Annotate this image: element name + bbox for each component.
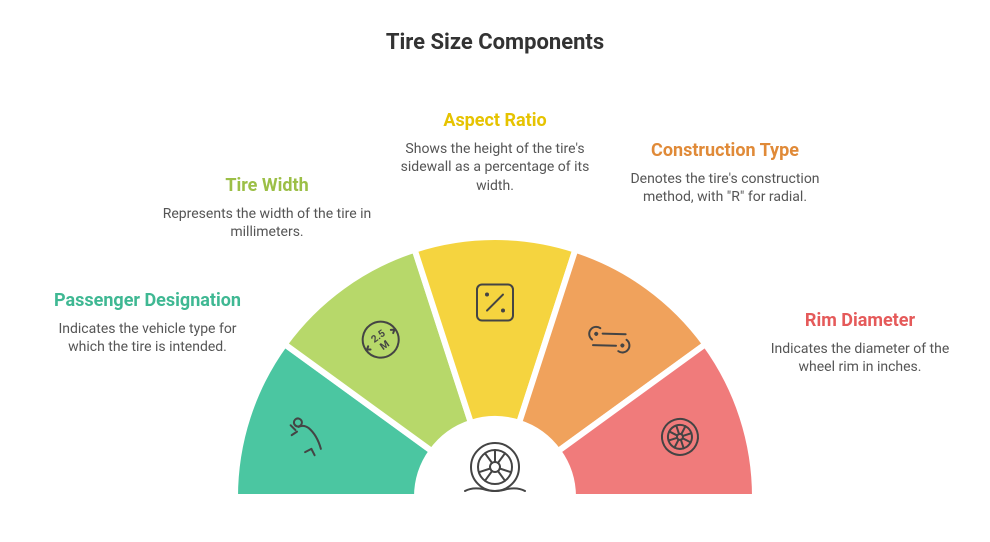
- fan-chart: 2.5 M: [235, 237, 755, 497]
- label-title: Aspect Ratio: [395, 110, 595, 132]
- label-rim-diameter: Rim Diameter Indicates the diameter of th…: [760, 310, 960, 377]
- label-desc: Indicates the vehicle type for which the…: [40, 320, 255, 358]
- label-desc: Represents the width of the tire in mill…: [162, 205, 372, 243]
- label-title: Tire Width: [162, 175, 372, 197]
- label-tire-width: Tire Width Represents the width of the ti…: [162, 175, 372, 242]
- label-aspect-ratio: Aspect Ratio Shows the height of the tire…: [395, 110, 595, 196]
- label-desc: Indicates the diameter of the wheel rim …: [760, 340, 960, 378]
- label-desc: Denotes the tire's construction method, …: [625, 170, 825, 208]
- page-title: Tire Size Components: [0, 30, 990, 55]
- label-construction-type: Construction Type Denotes the tire's cons…: [625, 140, 825, 207]
- label-title: Passenger Designation: [40, 290, 255, 312]
- label-title: Construction Type: [625, 140, 825, 162]
- label-desc: Shows the height of the tire's sidewall …: [395, 140, 595, 197]
- label-title: Rim Diameter: [760, 310, 960, 332]
- label-passenger-designation: Passenger Designation Indicates the vehic…: [40, 290, 255, 357]
